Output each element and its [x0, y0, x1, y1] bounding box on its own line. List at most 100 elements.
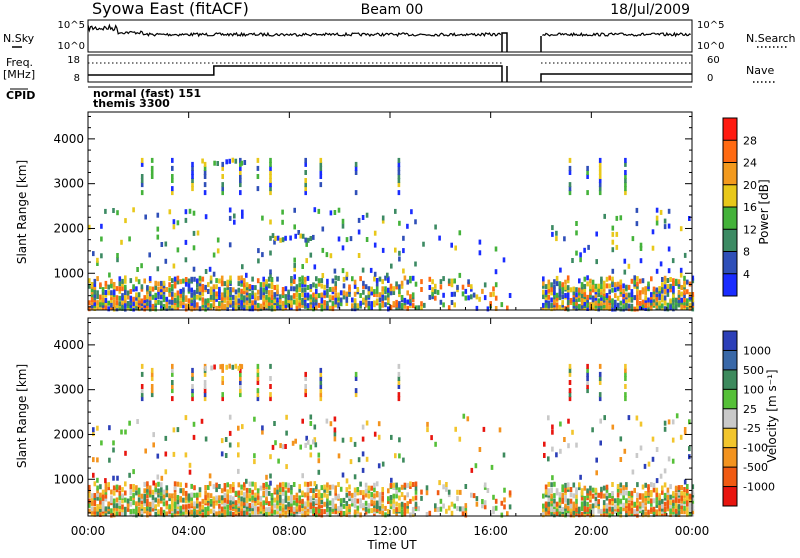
cell	[447, 505, 451, 511]
cell	[364, 295, 368, 301]
cell	[193, 485, 196, 491]
cell	[353, 279, 357, 285]
cell	[334, 287, 337, 293]
cell	[104, 496, 108, 502]
cell	[287, 495, 290, 501]
cell	[644, 511, 647, 517]
cell	[345, 478, 349, 484]
cell	[564, 503, 567, 509]
cell	[586, 297, 589, 303]
cell	[467, 295, 470, 301]
cell	[312, 306, 315, 312]
cell	[611, 509, 614, 515]
cell	[281, 287, 285, 292]
cell	[129, 289, 133, 294]
cell	[173, 496, 177, 502]
cell	[486, 488, 490, 493]
cell	[233, 219, 236, 225]
cell	[132, 512, 135, 518]
cell	[135, 490, 138, 496]
cell	[148, 501, 152, 507]
cell	[367, 286, 371, 292]
cell	[154, 487, 157, 493]
cell	[339, 301, 343, 307]
cell	[148, 506, 152, 512]
cell	[279, 298, 282, 304]
cell	[323, 300, 326, 306]
cell	[334, 495, 337, 501]
streak-cell	[586, 371, 589, 377]
cell	[204, 512, 207, 518]
cell	[542, 294, 545, 300]
cell	[558, 281, 562, 287]
streak-cell	[191, 396, 194, 402]
cell	[481, 499, 484, 504]
cell	[315, 276, 318, 282]
cell	[658, 506, 661, 512]
cell	[442, 503, 445, 509]
cell	[547, 294, 551, 300]
cell	[270, 508, 274, 514]
cell	[198, 290, 202, 296]
cell	[229, 290, 232, 296]
cell	[228, 442, 232, 448]
cell	[223, 281, 227, 287]
cell	[353, 474, 357, 480]
cell	[619, 482, 623, 488]
cell	[232, 287, 235, 293]
cell	[583, 504, 587, 510]
cell	[321, 247, 325, 253]
cell	[171, 284, 174, 290]
cell	[666, 302, 670, 308]
cell	[667, 223, 671, 229]
cell	[492, 509, 495, 515]
cell	[349, 236, 353, 242]
cell	[334, 281, 337, 287]
cell	[124, 218, 127, 224]
cell	[566, 292, 570, 298]
colorbar-swatch	[723, 229, 737, 252]
cell	[88, 278, 91, 284]
cell	[320, 509, 324, 514]
cell	[192, 421, 196, 427]
streak-cell	[171, 165, 174, 171]
cell	[262, 290, 265, 296]
cell	[234, 504, 238, 509]
cell	[135, 301, 138, 307]
cell	[137, 292, 141, 298]
cell	[591, 279, 595, 285]
cell	[409, 275, 412, 281]
cell	[555, 292, 559, 298]
cell	[583, 297, 587, 302]
cell	[295, 284, 299, 290]
cell	[160, 507, 163, 513]
cell	[320, 493, 324, 499]
cell	[362, 280, 365, 286]
cell	[575, 297, 578, 303]
cell	[301, 292, 304, 298]
streak-cell	[354, 165, 358, 171]
cell	[579, 474, 582, 480]
cell	[439, 279, 443, 285]
cell	[638, 506, 642, 512]
cell	[641, 484, 645, 490]
cell	[100, 440, 103, 446]
cell	[193, 276, 196, 282]
cell	[688, 510, 692, 516]
cell	[187, 282, 191, 288]
cell	[575, 442, 578, 448]
cell	[622, 506, 625, 512]
cell	[112, 282, 116, 287]
cell	[663, 279, 667, 285]
streak-cell	[586, 376, 589, 381]
colorbar-swatch	[723, 207, 737, 230]
cell	[459, 489, 462, 495]
cell	[611, 506, 614, 512]
cell	[672, 281, 675, 286]
cell	[661, 489, 664, 495]
cell	[245, 478, 248, 484]
streak-cell	[221, 190, 224, 196]
cell	[96, 495, 99, 501]
